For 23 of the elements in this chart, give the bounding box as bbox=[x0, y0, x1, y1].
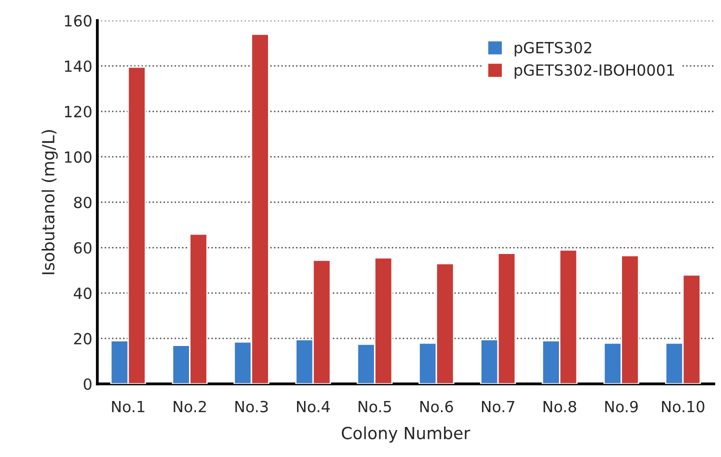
x-tick-label: No.4 bbox=[297, 401, 330, 412]
x-tick-label: No.3 bbox=[235, 400, 268, 412]
x-axis-title: Colony Number bbox=[342, 426, 470, 443]
y-tick-label: 80 bbox=[74, 196, 92, 208]
x-tick-label: No.7 bbox=[482, 401, 514, 412]
legend-label: pGETS302-IBOH0001 bbox=[514, 64, 674, 79]
x-tick-label: No.2 bbox=[174, 400, 206, 412]
y-tick-label: 40 bbox=[74, 288, 92, 300]
x-tick-label: No.8 bbox=[544, 400, 576, 412]
y-tick-label: 100 bbox=[64, 151, 92, 163]
y-tick-label: 20 bbox=[74, 332, 92, 344]
x-tick-label: No.10 bbox=[662, 400, 704, 412]
x-tick-label: No.9 bbox=[605, 400, 638, 412]
y-tick-label: 60 bbox=[74, 242, 92, 254]
x-tick-label: No.5 bbox=[358, 401, 391, 412]
y-tick-label: 120 bbox=[64, 106, 92, 118]
x-tick-label: No.6 bbox=[420, 400, 453, 412]
x-tick-label: No.1 bbox=[112, 401, 144, 412]
y-tick-label: 160 bbox=[64, 15, 92, 27]
y-tick-label: 0 bbox=[84, 378, 92, 390]
y-tick-label: 140 bbox=[64, 60, 92, 72]
y-axis-title: Isobutanol (mg/L) bbox=[42, 130, 58, 274]
legend-label: pGETS302 bbox=[514, 42, 592, 56]
